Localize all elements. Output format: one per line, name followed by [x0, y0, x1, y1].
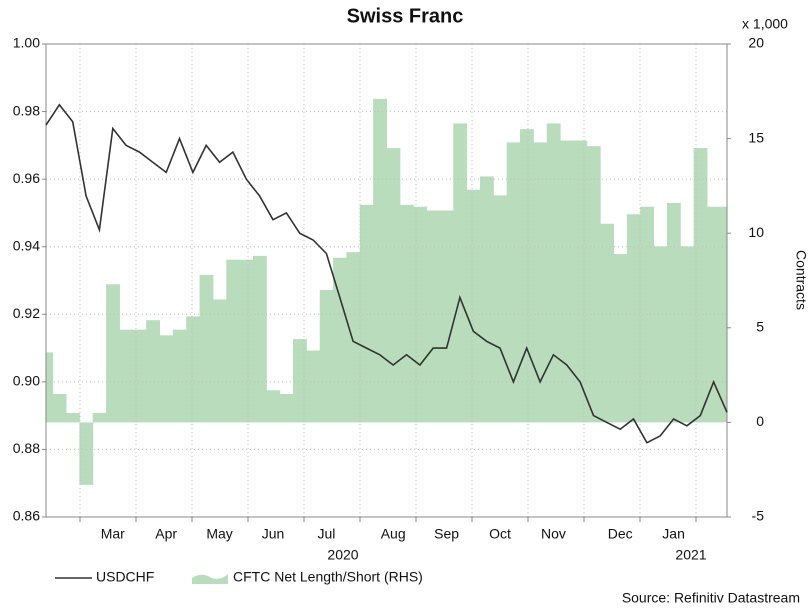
area-segment: [426, 210, 441, 423]
area-segment: [506, 142, 521, 423]
y-tick-label: 0.98: [13, 102, 40, 118]
area-segment: [66, 412, 80, 423]
y-tick-label: 0.88: [13, 440, 40, 456]
area-segment: [439, 210, 454, 423]
area-segment: [640, 206, 655, 423]
area-segment: [666, 202, 681, 423]
x-tick-label: Dec: [608, 526, 633, 542]
plot-frame: [45, 43, 728, 518]
area-segment: [79, 422, 94, 485]
legend-label: USDCHF: [96, 569, 154, 585]
area-segment: [453, 123, 468, 423]
x-tick-label: Jul: [317, 526, 335, 542]
x-tick-label: Oct: [489, 526, 511, 542]
area-segment: [560, 140, 574, 423]
area-segment: [186, 316, 201, 423]
area-segment: [119, 329, 134, 423]
source: Source: Refinitiv Datastream: [622, 590, 800, 606]
area-segment: [626, 214, 641, 423]
area-segment: [333, 257, 347, 423]
y2-tick-label: -5: [752, 508, 765, 524]
area-segment: [373, 98, 387, 423]
area-segment: [693, 148, 708, 423]
area-segment: [399, 204, 414, 423]
area-segment: [479, 176, 494, 423]
area-segment: [720, 206, 728, 423]
y2-tick-label: 15: [748, 129, 764, 145]
area-segment: [266, 390, 281, 423]
y2-tick-label: 0: [756, 413, 764, 429]
y2-tick-label: 10: [748, 224, 764, 240]
x-tick-label: Jun: [262, 526, 285, 542]
y2-axis-label: Contracts: [793, 250, 809, 310]
area-segment: [132, 329, 147, 423]
y-tick-label: 0.94: [13, 237, 40, 253]
area-segment: [159, 335, 174, 423]
area-segment: [680, 246, 695, 423]
x-tick-label: May: [206, 526, 232, 542]
area-segment: [146, 320, 160, 423]
chart-title: Swiss Franc: [347, 5, 464, 27]
area-segment: [346, 252, 361, 423]
y-tick-label: 0.96: [13, 170, 40, 186]
area-segment: [279, 394, 294, 423]
y-tick-label: 0.90: [13, 373, 40, 389]
area-segment: [239, 259, 254, 423]
area-segment: [226, 259, 241, 423]
area-segment: [172, 329, 187, 423]
x-group-label: 2020: [327, 547, 358, 563]
area-segment: [520, 129, 534, 423]
x-group-label: 2021: [675, 547, 706, 563]
area-segment: [613, 254, 628, 423]
x-tick-label: Sep: [434, 526, 459, 542]
area-segment: [586, 146, 601, 423]
y-tick-label: 0.92: [13, 305, 40, 321]
legend-label: CFTC Net Length/Short (RHS): [233, 569, 423, 585]
area-segment: [359, 204, 374, 423]
area-segment: [252, 255, 267, 423]
line-series: [45, 103, 728, 444]
y2-tick-label: 5: [756, 319, 764, 335]
legend-swatch: [192, 574, 228, 584]
x-tick-label: Jan: [662, 526, 685, 542]
x-tick-label: Apr: [155, 526, 177, 542]
y-tick-label: 0.86: [13, 508, 40, 524]
area-segment: [706, 206, 721, 423]
y2-tick-label: 20: [748, 35, 764, 51]
area-segment: [573, 140, 588, 423]
area-segment: [199, 274, 214, 423]
x-tick-label: Nov: [541, 526, 566, 542]
area-segment: [92, 412, 107, 423]
area-segment: [466, 189, 481, 423]
area-segment: [293, 339, 307, 423]
x-tick-label: Mar: [101, 526, 125, 542]
area-segment: [653, 246, 668, 423]
area-segment: [413, 206, 428, 423]
area-segment: [46, 352, 54, 423]
area-segment: [386, 148, 401, 423]
area-segment: [600, 223, 614, 423]
area-segment: [106, 284, 120, 423]
area-segment: [319, 289, 334, 423]
area-segment: [212, 299, 227, 423]
y-tick-label: 1.00: [13, 35, 40, 51]
area-segment: [306, 350, 321, 423]
area-segment: [546, 123, 561, 423]
area-segment: [52, 394, 67, 423]
x-tick-label: Aug: [381, 526, 406, 542]
y2-unit: x 1,000: [742, 16, 788, 32]
area-segment: [493, 195, 508, 423]
area-segment: [533, 142, 548, 423]
